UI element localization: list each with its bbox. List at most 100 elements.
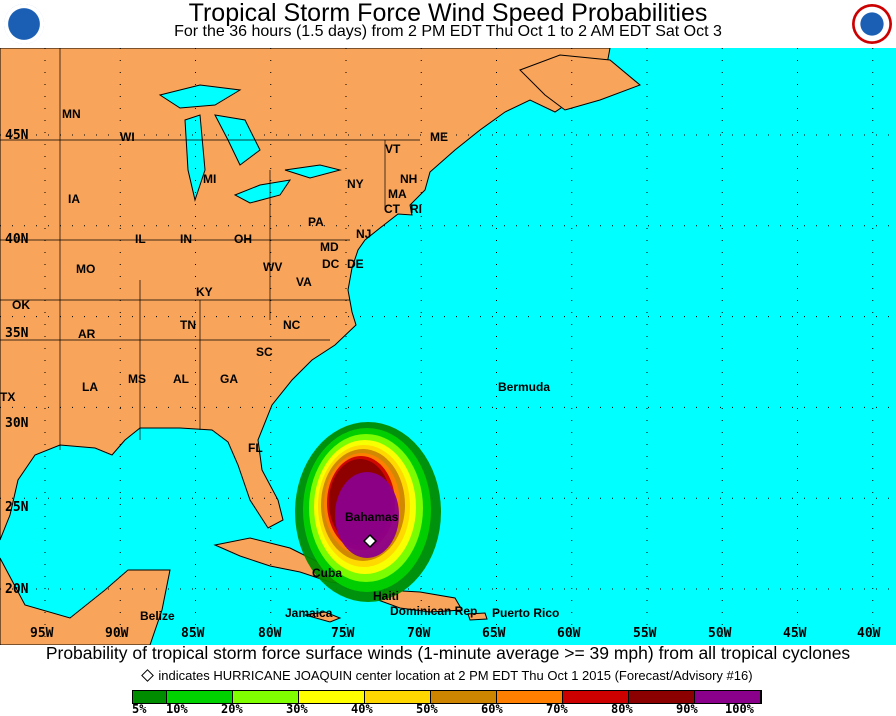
land-mass-4 [377, 589, 463, 613]
legend-label: 90% [676, 702, 698, 716]
page-subtitle: For the 36 hours (1.5 days) from 2 PM ED… [174, 23, 722, 40]
legend-label: 60% [481, 702, 503, 716]
place-label: KY [196, 285, 213, 299]
place-label: Haiti [373, 589, 400, 603]
legend-swatch-40% [365, 691, 431, 703]
place-label: DE [347, 257, 364, 271]
lon-label: 50W [708, 626, 732, 641]
place-label: ME [430, 130, 448, 144]
place-label: OH [234, 232, 252, 246]
place-label: SC [256, 345, 273, 359]
diamond-icon [141, 669, 155, 682]
lon-label: 80W [258, 626, 282, 641]
place-label: RI [410, 202, 422, 216]
place-label: MS [128, 372, 146, 386]
place-label: FL [248, 441, 263, 455]
place-label: Dominican Rep [390, 604, 478, 618]
place-label: NC [283, 318, 301, 332]
land-mass-0 [0, 48, 611, 541]
legend-label: 5% [132, 702, 147, 716]
legend-swatch-80% [629, 691, 695, 703]
legend-swatch-20% [233, 691, 299, 703]
lon-label: 85W [181, 626, 205, 641]
storm-center-diamond-icon [362, 533, 378, 549]
legend-label: 10% [166, 702, 188, 716]
place-label: GA [220, 372, 238, 386]
place-label: VA [296, 275, 312, 289]
place-label: Belize [140, 609, 175, 623]
lat-label: 40N [5, 232, 29, 247]
legend-label: 20% [221, 702, 243, 716]
place-label: NY [347, 177, 364, 191]
lon-label: 90W [105, 626, 129, 641]
noaa-logo [4, 4, 44, 44]
place-label: NH [400, 172, 418, 186]
place-label: MA [388, 187, 407, 201]
land-mass-1 [0, 557, 171, 645]
legend-label: 100% [725, 702, 754, 716]
place-label: MD [320, 240, 339, 254]
place-label: TX [0, 390, 16, 404]
legend-swatch-10% [167, 691, 233, 703]
legend-label: 40% [351, 702, 373, 716]
place-label: Bahamas [345, 510, 399, 524]
place-label: IN [180, 232, 192, 246]
lon-label: 55W [633, 626, 657, 641]
place-label: Puerto Rico [492, 606, 560, 620]
lon-label: 45W [783, 626, 807, 641]
lon-label: 60W [557, 626, 581, 641]
great-lake-4 [284, 164, 342, 179]
place-label: TN [180, 318, 196, 332]
place-label: Jamaica [285, 606, 333, 620]
great-lake-1 [184, 114, 206, 202]
lat-label: 35N [5, 326, 29, 341]
place-label: DC [322, 257, 340, 271]
legend-swatch-60% [497, 691, 563, 703]
lon-label: 40W [857, 626, 881, 641]
place-label: AL [173, 372, 189, 386]
place-label: PA [308, 215, 324, 229]
land-mass-2 [519, 54, 641, 111]
place-label: CT [384, 202, 400, 216]
nws-logo [852, 4, 892, 44]
legend-swatch-70% [563, 691, 629, 703]
legend-label: 70% [546, 702, 568, 716]
legend-swatch-5% [133, 691, 167, 703]
lon-label: 70W [407, 626, 431, 641]
place-label: MN [62, 107, 81, 121]
lat-label: 20N [5, 582, 29, 597]
legend-swatch-90% [695, 691, 761, 703]
page-title: Tropical Storm Force Wind Speed Probabil… [188, 0, 708, 27]
place-label: Bermuda [498, 380, 551, 394]
lat-label: 30N [5, 416, 29, 431]
place-label: NJ [356, 227, 372, 241]
storm-note: indicates HURRICANE JOAQUIN center locat… [0, 668, 896, 684]
place-label: AR [78, 327, 96, 341]
place-label: OK [12, 298, 30, 312]
legend-swatch-30% [299, 691, 365, 703]
legend-label: 80% [611, 702, 633, 716]
probability-contour-90% [335, 472, 399, 558]
place-label: VT [385, 142, 401, 156]
land-mass-6 [467, 612, 488, 621]
great-lake-3 [233, 179, 292, 204]
map-caption: Probability of tropical storm force surf… [45, 643, 851, 663]
place-label: LA [82, 380, 98, 394]
legend-label: 50% [416, 702, 438, 716]
lat-label: 45N [5, 128, 29, 143]
place-label: WV [263, 260, 283, 274]
place-label: IA [68, 192, 80, 206]
lat-label: 25N [5, 500, 29, 515]
place-label: MI [203, 172, 217, 186]
map [0, 48, 896, 645]
place-label: Cuba [312, 566, 342, 580]
land-mass-5 [304, 611, 342, 623]
legend-swatch-50% [431, 691, 497, 703]
place-label: MO [76, 262, 96, 276]
lon-label: 95W [30, 626, 54, 641]
legend-label: 30% [286, 702, 308, 716]
lon-label: 65W [482, 626, 506, 641]
storm-note-text: indicates HURRICANE JOAQUIN center locat… [158, 668, 753, 683]
place-label: WI [120, 130, 135, 144]
